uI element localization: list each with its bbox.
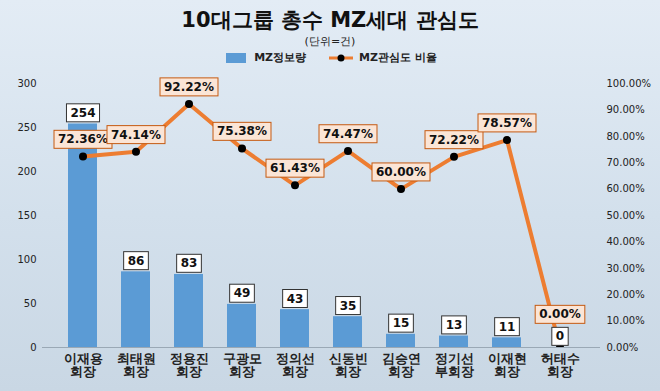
svg-text:250: 250 [17,122,36,133]
html-text:MZ정보량: MZ정보량 [254,51,307,64]
svg-text:허태수회장: 허태수회장 [541,351,580,379]
svg-text:이재용회장: 이재용회장 [64,351,103,379]
svg-text:40.00%: 40.00% [607,236,645,247]
svg-text:최태원회장: 최태원회장 [117,351,156,379]
svg-text:50.00%: 50.00% [607,210,645,221]
svg-text:10.00%: 10.00% [607,315,645,326]
svg-text:김승연회장: 김승연회장 [382,351,421,379]
svg-text:정기선부회장: 정기선부회장 [435,351,474,379]
svg-text:정의선회장: 정의선회장 [276,351,315,379]
svg-text:92.22%: 92.22% [164,80,214,94]
svg-text:61.43%: 61.43% [270,161,320,175]
svg-text:0.00%: 0.00% [539,307,581,321]
svg-text:정용진회장: 정용진회장 [170,351,209,379]
svg-text:72.22%: 72.22% [429,133,479,147]
html-text:MZ관심도 비율: MZ관심도 비율 [359,51,437,64]
svg-text:구광모회장: 구광모회장 [223,351,262,379]
svg-text:100.00%: 100.00% [607,78,652,89]
svg-text:200: 200 [17,166,36,177]
svg-text:43: 43 [287,292,304,306]
svg-text:15: 15 [393,316,410,330]
svg-text:49: 49 [234,286,251,300]
svg-text:60.00%: 60.00% [376,165,426,179]
svg-text:0: 0 [30,342,36,353]
svg-text:74.47%: 74.47% [323,127,373,141]
svg-text:13: 13 [446,318,463,332]
svg-text:0.00%: 0.00% [607,342,639,353]
svg-text:150: 150 [17,210,36,221]
svg-text:50: 50 [24,298,37,309]
svg-text:70.00%: 70.00% [607,157,645,168]
svg-text:80.00%: 80.00% [607,131,645,142]
svg-text:75.38%: 75.38% [217,124,267,138]
svg-text:74.14%: 74.14% [111,128,161,142]
svg-text:100: 100 [17,254,36,265]
svg-text:254: 254 [70,106,95,120]
svg-text:20.00%: 20.00% [607,289,645,300]
svg-text:78.57%: 78.57% [482,116,532,130]
svg-text:90.00%: 90.00% [607,104,645,115]
svg-text:60.00%: 60.00% [607,183,645,194]
html-text:10대그룹 총수 MZ세대 관심도: 10대그룹 총수 MZ세대 관심도 [181,8,479,32]
svg-text:83: 83 [181,256,198,270]
svg-text:72.36%: 72.36% [58,132,108,146]
svg-text:35: 35 [340,299,357,313]
svg-text:0: 0 [556,329,564,343]
svg-text:86: 86 [128,254,145,268]
svg-text:300: 300 [17,78,36,89]
html-text:(단위=건): (단위=건) [304,35,356,48]
svg-text:신동빈회장: 신동빈회장 [329,351,368,379]
svg-text:이재현회장: 이재현회장 [488,351,527,379]
svg-text:30.00%: 30.00% [607,263,645,274]
svg-text:11: 11 [499,320,516,334]
